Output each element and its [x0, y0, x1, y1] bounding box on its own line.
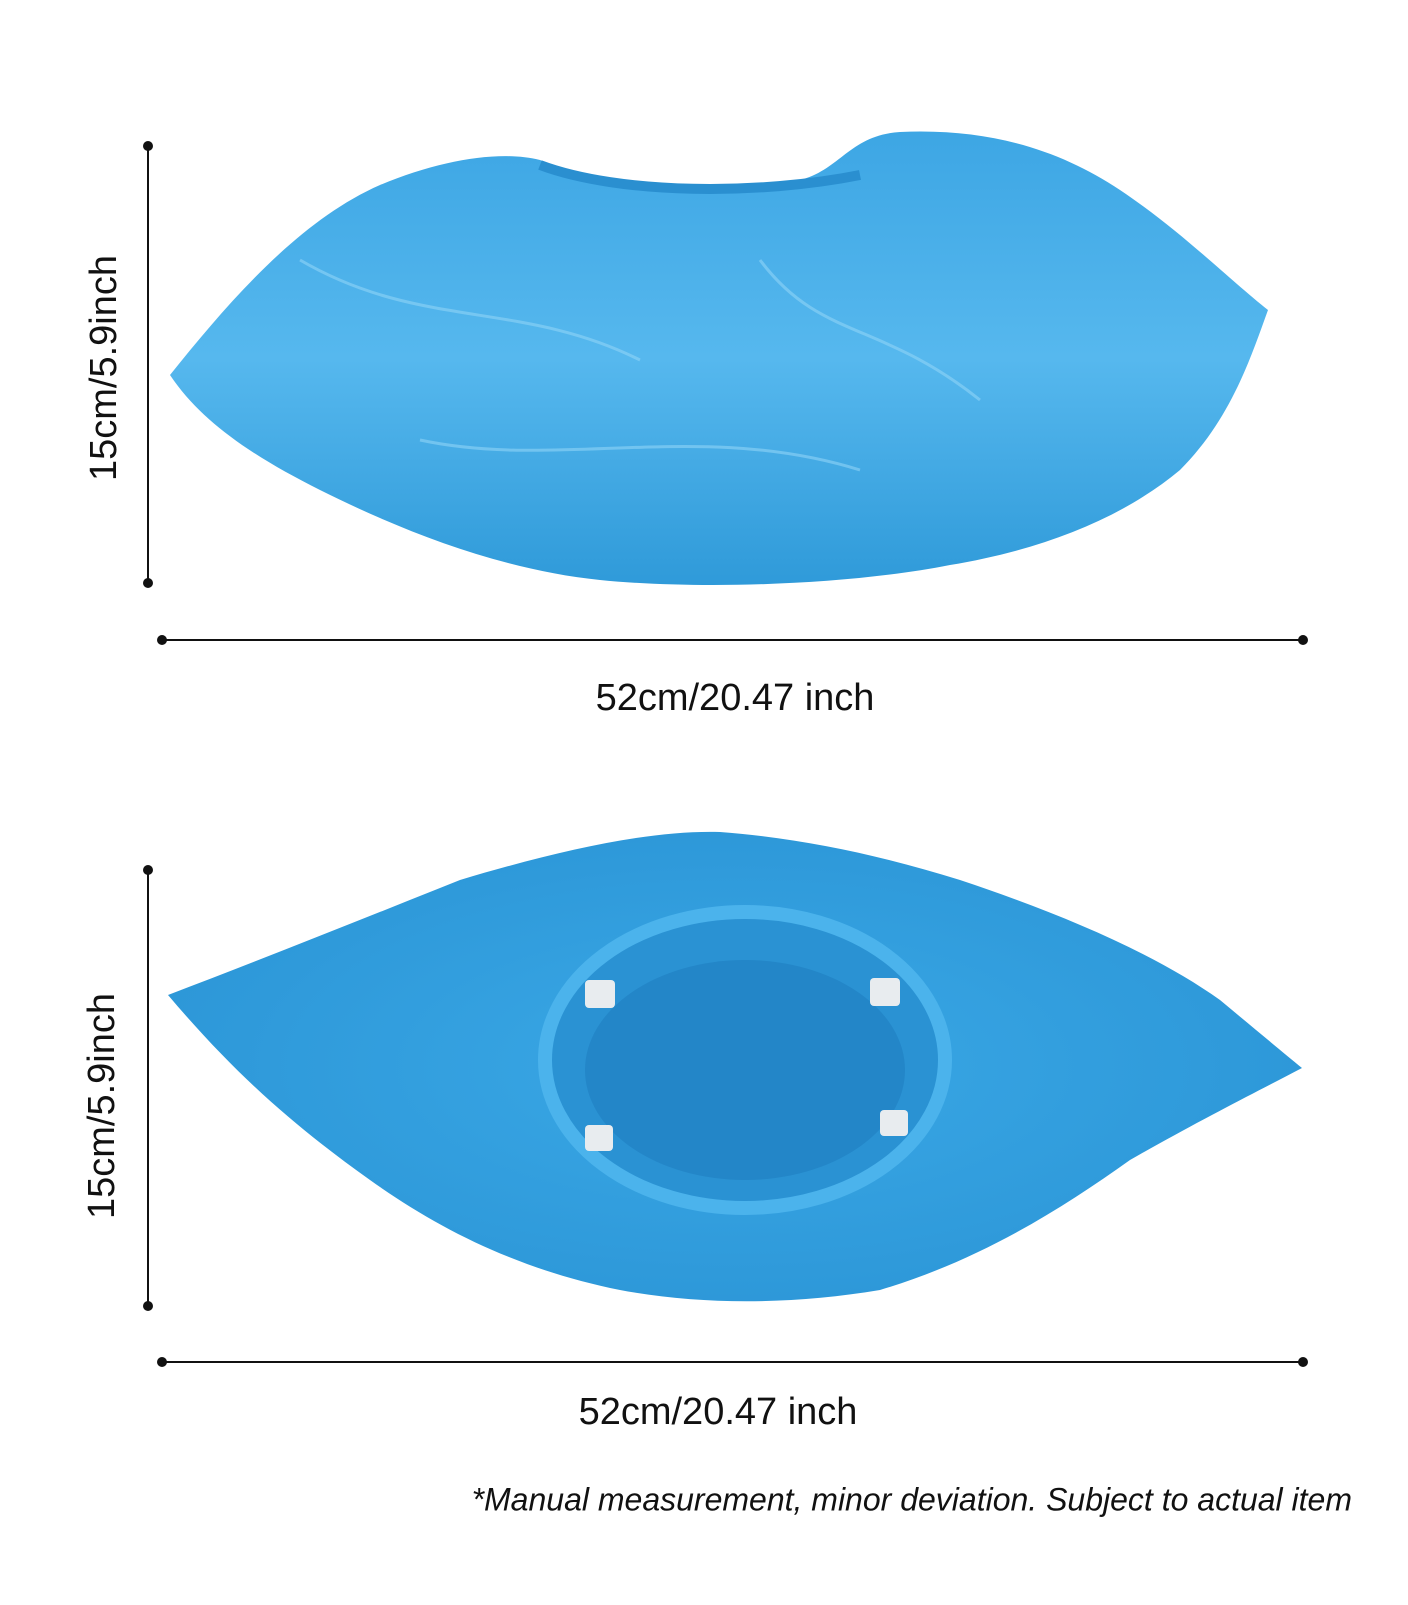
clip: [870, 978, 900, 1006]
height-label: 15cm/5.9inch: [81, 993, 123, 1219]
dot: [1298, 635, 1308, 645]
wrinkles: [299, 258, 981, 472]
shoe-cover-image: [170, 131, 1268, 585]
plastic-shoe-cover: [170, 131, 1268, 585]
height-label: 15cm/5.9inch: [83, 255, 125, 481]
width-label: 52cm/20.47 inch: [579, 1391, 858, 1433]
inner-sole: [585, 960, 905, 1180]
dot: [143, 141, 153, 151]
width-label: 52cm/20.47 inch: [596, 677, 875, 719]
dot: [157, 1357, 167, 1367]
nonwoven-shoe-cover: [168, 831, 1302, 1302]
disclaimer-note: *Manual measurement, minor deviation. Su…: [472, 1481, 1352, 1517]
clip: [585, 1125, 613, 1151]
dot: [143, 578, 153, 588]
clip: [880, 1110, 908, 1136]
dot: [1298, 1357, 1308, 1367]
elastic-band: [538, 160, 861, 194]
dot: [143, 865, 153, 875]
dot: [157, 635, 167, 645]
dot: [143, 1301, 153, 1311]
clip: [585, 980, 615, 1008]
dimension-lines: [143, 865, 1308, 1367]
dimension-lines: [143, 141, 1308, 645]
